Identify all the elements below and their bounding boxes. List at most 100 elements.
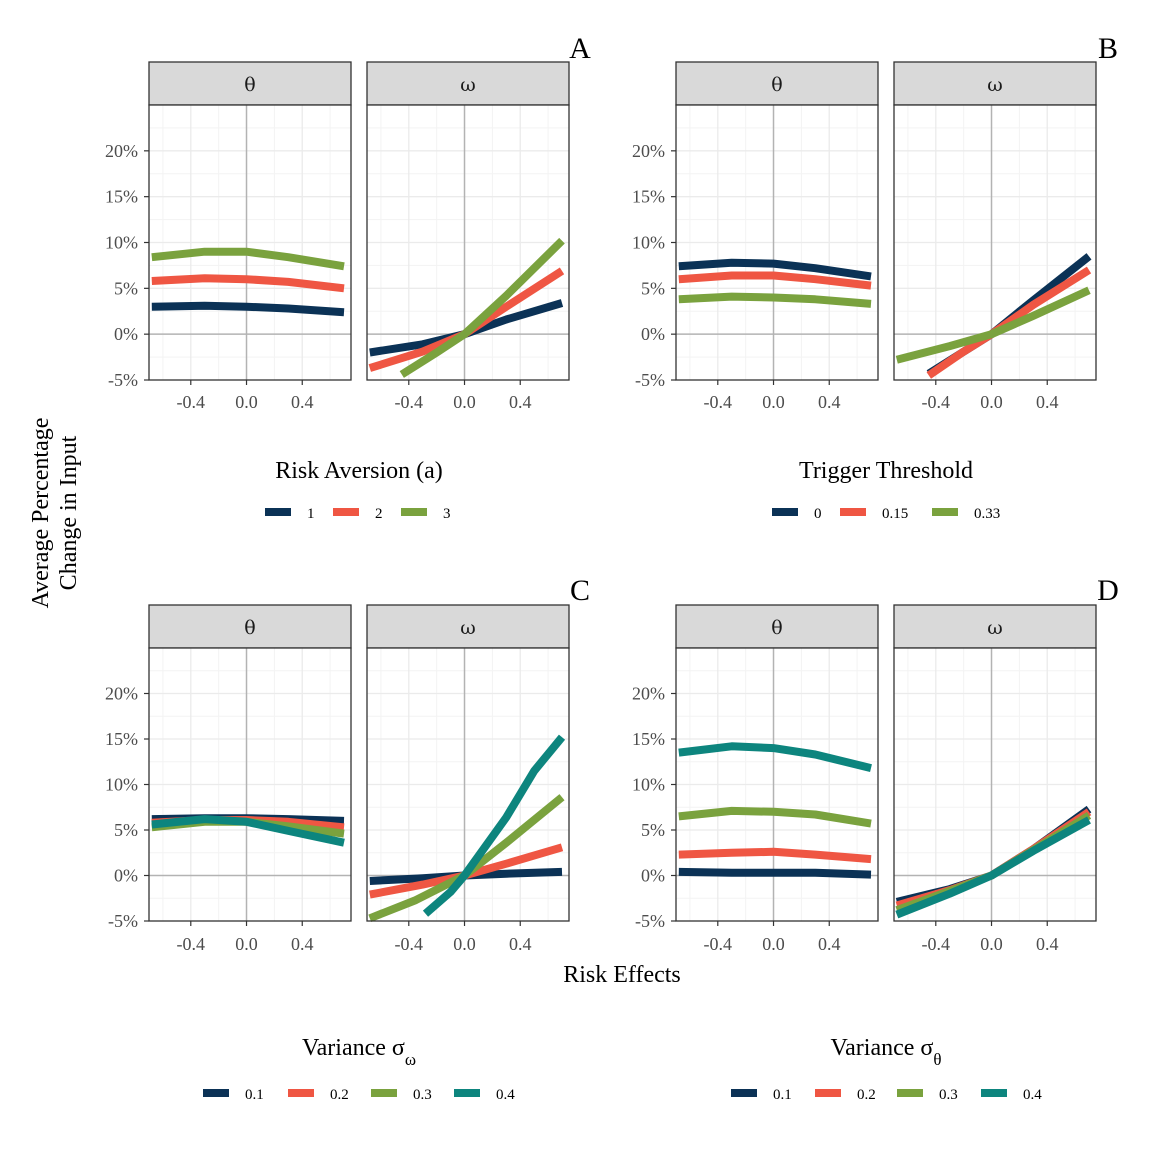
facet-strip [148,604,352,649]
series-line-D-theta-0.1 [678,867,872,879]
facet-strip [893,61,1097,106]
x-tick-label: 0.0 [762,392,785,412]
y-axis-label-line1: Average Percentage [28,418,54,609]
facet-B-omega: ω -0.4 0.0 0.4 [893,61,1097,412]
facet-A-theta: θ -0.4 0.0 0.4 [148,61,352,412]
legend-title-A: Risk Aversion (a) [275,458,443,484]
series-line-D-omega-0.4 [895,816,1091,919]
legend-label-0.2: 0.2 [330,1087,349,1103]
facet-strip-label: ω [987,617,1003,639]
series-line-B-omega-0.33 [895,286,1091,364]
x-tick-label: 0.0 [453,392,476,412]
series-line-A-theta-2 [151,274,345,293]
x-tick-label: 0.4 [509,392,532,412]
facet-strip-label: ω [987,74,1003,96]
panel-letter-A: A [569,32,591,65]
y-tick-label: 10% [632,233,665,253]
panel-D: D -5% 0% 5% 10% 15% 20% θ -0.4 0.0 0.4 ω -0.4 0.0 0.4 V… [632,574,1119,1103]
y-tick-label: -5% [635,370,665,390]
y-tick-label: 0% [114,324,138,344]
series-line-A-theta-1 [151,301,345,317]
panel-letter-D: D [1097,574,1119,607]
x-tick-label: 0.4 [1036,392,1059,412]
y-tick-label: 5% [114,278,138,298]
panel-C: C -5% 0% 5% 10% 15% 20% θ -0.4 0.0 0.4 ω -0.4 0.0 0.4 V… [105,574,590,1103]
panel-letter-C: C [570,574,590,607]
facet-C-omega: ω -0.4 0.0 0.4 [366,604,570,954]
series-line-C-omega-0.4 [422,734,566,917]
x-tick-label: 0.4 [291,392,314,412]
legend-label-0.2: 0.2 [857,1087,876,1103]
series-line-A-theta-3 [151,247,345,271]
legend-label-2: 2 [375,506,383,522]
panel-A: A -5% 0% 5% 10% 15% 20% θ -0.4 0.0 0.4 ω -0.4 0.0 0.4 R… [105,32,591,522]
series-line-B-theta-0.15 [678,271,872,290]
y-tick-label: 10% [105,775,138,795]
series-line-B-theta-0.33 [678,292,872,308]
legend-title-subscript: θ [933,1050,941,1069]
series-line-D-theta-0.2 [678,847,872,864]
x-tick-label: -0.4 [704,392,733,412]
plot-border [675,104,879,381]
y-tick-label: 15% [105,729,138,749]
legend-label-0.15: 0.15 [882,506,908,522]
plot-border [366,647,570,922]
facet-strip-label: θ [244,617,255,639]
panel-B: B -5% 0% 5% 10% 15% 20% θ -0.4 0.0 0.4 ω -0.4 0.0 0.4 T… [632,32,1118,522]
facet-strip-label: θ [244,74,255,96]
x-tick-label: -0.4 [395,934,424,954]
y-tick-label: -5% [108,370,138,390]
series-line-D-theta-0.3 [678,806,872,828]
legend-label-0.3: 0.3 [413,1087,432,1103]
series-line-A-omega-3 [399,237,565,378]
series-line-D-theta-0.4 [678,742,872,772]
y-tick-label: 5% [114,820,138,840]
panels-group: A-5%0%5%10%15%20%θ-0.4 0.0 0.4ω-0.4 0.0 0.4R… [105,32,1119,1103]
y-tick-label: 20% [105,141,138,161]
x-tick-label: 0.4 [818,934,841,954]
x-tick-label: 0.0 [980,392,1003,412]
facet-D-theta: θ -0.4 0.0 0.4 [675,604,879,954]
x-tick-label: -0.4 [922,934,951,954]
y-tick-label: 0% [641,324,665,344]
y-tick-label: 5% [641,820,665,840]
x-tick-label: 0.0 [235,934,258,954]
y-tick-label: -5% [108,911,138,931]
legend-label-1: 1 [307,506,315,522]
y-tick-label: 20% [632,141,665,161]
x-tick-label: -0.4 [704,934,733,954]
legend-label-0: 0 [814,506,822,522]
legend-label-0.33: 0.33 [974,506,1000,522]
x-tick-label: 0.4 [291,934,314,954]
x-tick-label: -0.4 [177,392,206,412]
legend-label-3: 3 [443,506,451,522]
facet-A-omega: ω -0.4 0.0 0.4 [366,61,570,412]
facet-D-omega: ω -0.4 0.0 0.4 [893,604,1097,954]
x-axis-label: Risk Effects [563,962,681,988]
y-tick-label: 20% [105,684,138,704]
facet-strip-label: ω [460,617,476,639]
x-tick-label: 0.0 [453,934,476,954]
series-line-C-theta-0.4 [151,815,345,847]
facet-strip [366,604,570,649]
x-tick-label: 0.4 [1036,934,1059,954]
y-tick-label: 10% [105,233,138,253]
y-tick-label: 0% [114,866,138,886]
y-tick-label: 15% [632,729,665,749]
y-tick-label: 0% [641,866,665,886]
series-line-B-theta-0 [678,258,872,281]
legend-title-D: Variance σθ [830,1035,941,1069]
panel-letter-B: B [1098,32,1118,65]
facet-strip [366,61,570,106]
facet-strip-label: θ [771,74,782,96]
y-tick-label: 15% [105,187,138,207]
x-tick-label: -0.4 [395,392,424,412]
y-tick-label: 15% [632,187,665,207]
legend-title-C: Variance σω [302,1035,416,1069]
x-tick-label: -0.4 [177,934,206,954]
legend-label-0.1: 0.1 [245,1087,264,1103]
plot-border [675,647,879,922]
plot-border [893,104,1097,381]
x-tick-label: -0.4 [922,392,951,412]
